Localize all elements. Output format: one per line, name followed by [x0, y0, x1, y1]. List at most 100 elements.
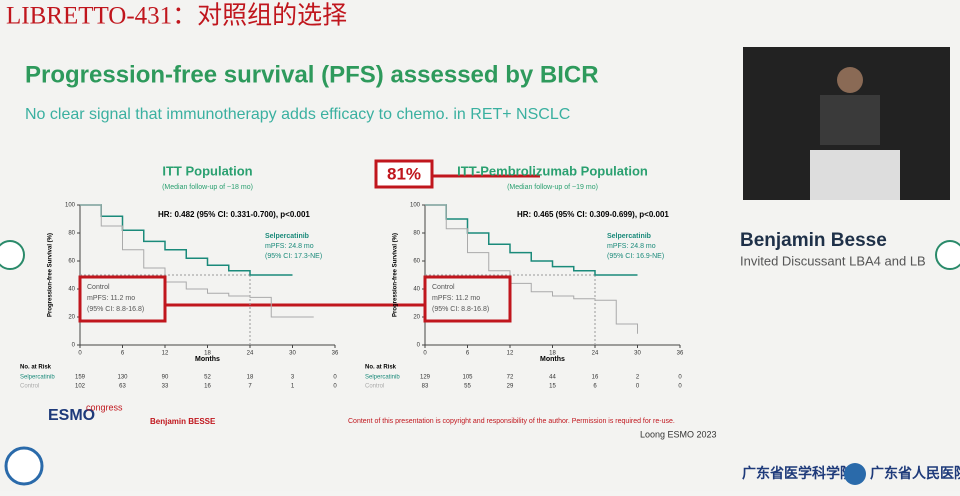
risk-count: 72 — [507, 375, 514, 381]
control-label: mPFS: 11.2 mo — [87, 295, 135, 302]
risk-count: 0 — [333, 384, 337, 390]
x-tick-label: 12 — [162, 351, 169, 357]
y-tick-label: 20 — [413, 315, 420, 321]
panel-subtitle: (Median follow-up of ~18 mo) — [162, 184, 253, 191]
logo: ESMO — [48, 407, 95, 424]
selpercatinib-label: Selpercatinib — [607, 233, 651, 240]
x-tick-label: 12 — [507, 351, 514, 357]
risk-count: 63 — [119, 384, 126, 390]
risk-count: 1 — [291, 384, 295, 390]
risk-count: 0 — [636, 384, 640, 390]
risk-count: 0 — [678, 375, 682, 381]
y-tick-label: 60 — [413, 259, 420, 265]
risk-row-label: Selpercatinib — [20, 375, 55, 381]
y-tick-label: 40 — [68, 287, 75, 293]
y-tick-label: 0 — [417, 343, 421, 349]
control-label: Control — [432, 284, 455, 291]
selpercatinib-label: Selpercatinib — [265, 233, 309, 240]
km-curve — [80, 204, 293, 276]
copyright: Content of this presentation is copyrigh… — [348, 418, 675, 425]
callout: 81% — [387, 164, 421, 183]
speaker-role: Invited Discussant LBA4 and LB — [740, 253, 926, 268]
org1: 广东省医学科学院 — [742, 465, 854, 482]
x-tick-label: 24 — [247, 351, 254, 357]
selpercatinib-label: (95% CI: 16.9-NE) — [607, 253, 664, 260]
x-axis-label: Months — [540, 356, 565, 363]
risk-count: 18 — [247, 375, 254, 381]
x-tick-label: 36 — [332, 351, 339, 357]
slide-subtitle: No clear signal that immunotherapy adds … — [25, 106, 570, 123]
org2: 广东省人民医院 — [870, 465, 960, 482]
y-tick-label: 60 — [68, 259, 75, 265]
hr-text: HR: 0.482 (95% CI: 0.331-0.700), p<0.001 — [158, 210, 310, 219]
risk-count: 90 — [162, 375, 169, 381]
risk-count: 44 — [549, 375, 556, 381]
control-label: (95% CI: 8.8-16.8) — [432, 306, 489, 313]
source: Loong ESMO 2023 — [640, 429, 717, 439]
risk-count: 29 — [507, 384, 514, 390]
panel-subtitle: (Median follow-up of ~19 mo) — [507, 184, 598, 191]
risk-row-label: Selpercatinib — [365, 375, 400, 381]
x-tick-label: 6 — [466, 351, 470, 357]
presenter: Benjamin BESSE — [150, 417, 216, 426]
y-axis-label: Progression-free Survival (%) — [48, 233, 54, 317]
risk-count: 129 — [420, 375, 431, 381]
y-axis-label: Progression-free Survival (%) — [393, 233, 399, 317]
x-tick-label: 30 — [634, 351, 641, 357]
km-curve — [425, 204, 638, 276]
km-curve — [80, 204, 314, 318]
risk-count: 102 — [75, 384, 86, 390]
y-tick-label: 80 — [413, 231, 420, 237]
risk-title: No. at Risk — [20, 365, 52, 371]
risk-count: 6 — [593, 384, 597, 390]
risk-title: No. at Risk — [365, 365, 397, 371]
risk-count: 105 — [462, 375, 473, 381]
risk-count: 52 — [204, 375, 211, 381]
y-tick-label: 80 — [68, 231, 75, 237]
nav-next[interactable] — [935, 240, 960, 270]
selpercatinib-label: mPFS: 24.8 mo — [265, 243, 314, 250]
x-tick-label: 18 — [204, 351, 211, 357]
risk-row-label: Control — [20, 384, 39, 390]
y-tick-label: 100 — [410, 203, 421, 209]
risk-count: 83 — [422, 384, 429, 390]
x-tick-label: 0 — [78, 351, 82, 357]
risk-count: 0 — [333, 375, 337, 381]
selpercatinib-label: mPFS: 24.8 mo — [607, 243, 656, 250]
page-title: LIBRETTO-431：对照组的选择 — [6, 2, 347, 30]
org-logo — [844, 463, 866, 485]
x-axis-label: Months — [195, 356, 220, 363]
risk-count: 0 — [678, 384, 682, 390]
callout-box — [374, 159, 434, 189]
risk-count: 16 — [204, 384, 211, 390]
y-tick-label: 100 — [65, 203, 76, 209]
panel-title: ITT-Pembrolizumab Population — [457, 163, 648, 178]
x-tick-label: 30 — [289, 351, 296, 357]
risk-count: 159 — [75, 375, 86, 381]
y-tick-label: 0 — [72, 343, 76, 349]
risk-count: 16 — [592, 375, 599, 381]
slide-title: Progression-free survival (PFS) assessed… — [25, 61, 599, 88]
x-tick-label: 18 — [549, 351, 556, 357]
selpercatinib-label: (95% CI: 17.3-NE) — [265, 253, 322, 260]
nav-prev[interactable] — [0, 240, 25, 270]
risk-count: 7 — [248, 384, 252, 390]
x-tick-label: 0 — [423, 351, 427, 357]
speaker-name: Benjamin Besse — [740, 230, 887, 251]
risk-count: 3 — [291, 375, 295, 381]
x-tick-label: 36 — [677, 351, 684, 357]
control-label: (95% CI: 8.8-16.8) — [87, 306, 144, 313]
risk-count: 130 — [117, 375, 128, 381]
control-box — [423, 275, 512, 323]
y-tick-label: 20 — [68, 315, 75, 321]
risk-row-label: Control — [365, 384, 384, 390]
logo-sub: congress — [86, 402, 123, 412]
risk-count: 33 — [162, 384, 169, 390]
podium — [810, 150, 900, 200]
x-tick-label: 6 — [121, 351, 125, 357]
control-box — [78, 275, 167, 323]
risk-count: 55 — [464, 384, 471, 390]
hospital-logo — [4, 446, 44, 486]
control-label: Control — [87, 284, 110, 291]
